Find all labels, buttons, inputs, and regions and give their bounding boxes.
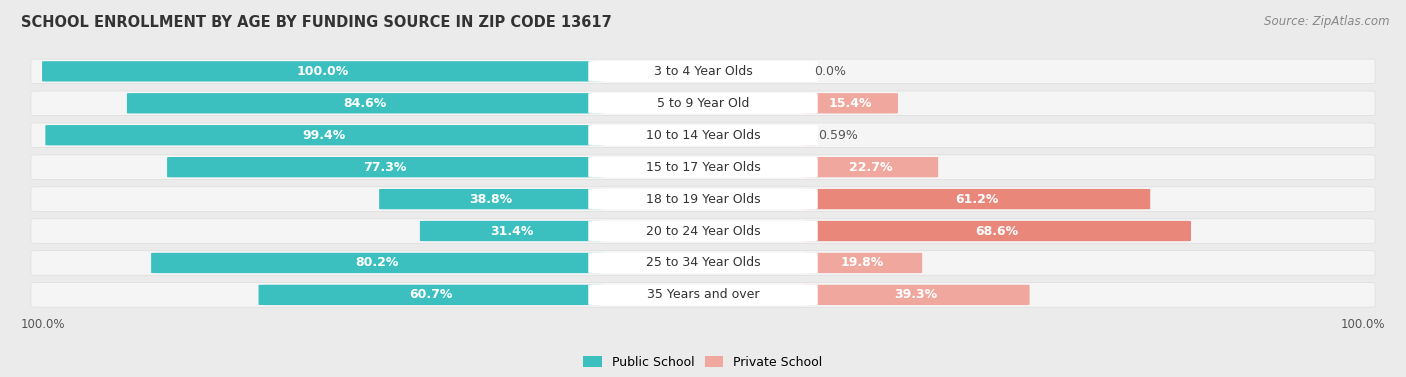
Text: 84.6%: 84.6% <box>343 97 387 110</box>
Text: 25 to 34 Year Olds: 25 to 34 Year Olds <box>645 256 761 270</box>
FancyBboxPatch shape <box>259 285 603 305</box>
FancyBboxPatch shape <box>167 157 603 177</box>
FancyBboxPatch shape <box>588 189 818 210</box>
FancyBboxPatch shape <box>803 125 817 146</box>
Text: 10 to 14 Year Olds: 10 to 14 Year Olds <box>645 129 761 142</box>
FancyBboxPatch shape <box>588 253 818 273</box>
Text: SCHOOL ENROLLMENT BY AGE BY FUNDING SOURCE IN ZIP CODE 13617: SCHOOL ENROLLMENT BY AGE BY FUNDING SOUR… <box>21 15 612 30</box>
FancyBboxPatch shape <box>588 125 818 146</box>
Text: 0.59%: 0.59% <box>818 129 858 142</box>
FancyBboxPatch shape <box>45 125 603 146</box>
Text: 61.2%: 61.2% <box>955 193 998 205</box>
FancyBboxPatch shape <box>803 285 1029 305</box>
FancyBboxPatch shape <box>31 283 1375 307</box>
FancyBboxPatch shape <box>803 253 922 273</box>
Text: 99.4%: 99.4% <box>302 129 346 142</box>
Text: 5 to 9 Year Old: 5 to 9 Year Old <box>657 97 749 110</box>
Text: 22.7%: 22.7% <box>849 161 893 174</box>
Text: 80.2%: 80.2% <box>356 256 399 270</box>
FancyBboxPatch shape <box>31 219 1375 243</box>
Text: 15 to 17 Year Olds: 15 to 17 Year Olds <box>645 161 761 174</box>
FancyBboxPatch shape <box>31 155 1375 179</box>
FancyBboxPatch shape <box>588 93 818 114</box>
Text: 20 to 24 Year Olds: 20 to 24 Year Olds <box>645 225 761 238</box>
Text: 0.0%: 0.0% <box>814 65 846 78</box>
Text: 77.3%: 77.3% <box>364 161 406 174</box>
FancyBboxPatch shape <box>31 59 1375 84</box>
Text: 19.8%: 19.8% <box>841 256 884 270</box>
Text: Source: ZipAtlas.com: Source: ZipAtlas.com <box>1264 15 1389 28</box>
FancyBboxPatch shape <box>803 157 938 177</box>
FancyBboxPatch shape <box>803 189 1150 209</box>
FancyBboxPatch shape <box>803 93 898 113</box>
Text: 39.3%: 39.3% <box>894 288 938 301</box>
FancyBboxPatch shape <box>42 61 603 81</box>
FancyBboxPatch shape <box>588 285 818 305</box>
Text: 31.4%: 31.4% <box>489 225 533 238</box>
FancyBboxPatch shape <box>31 91 1375 116</box>
Text: 38.8%: 38.8% <box>470 193 513 205</box>
Text: 15.4%: 15.4% <box>828 97 872 110</box>
Text: 35 Years and over: 35 Years and over <box>647 288 759 301</box>
FancyBboxPatch shape <box>588 157 818 178</box>
Text: 100.0%: 100.0% <box>21 318 66 331</box>
Text: 100.0%: 100.0% <box>297 65 349 78</box>
FancyBboxPatch shape <box>803 221 1191 241</box>
FancyBboxPatch shape <box>31 123 1375 147</box>
FancyBboxPatch shape <box>127 93 603 113</box>
FancyBboxPatch shape <box>588 61 818 82</box>
Text: 68.6%: 68.6% <box>976 225 1018 238</box>
FancyBboxPatch shape <box>420 221 603 241</box>
FancyBboxPatch shape <box>588 221 818 241</box>
Text: 18 to 19 Year Olds: 18 to 19 Year Olds <box>645 193 761 205</box>
Text: 3 to 4 Year Olds: 3 to 4 Year Olds <box>654 65 752 78</box>
Text: 100.0%: 100.0% <box>1340 318 1385 331</box>
FancyBboxPatch shape <box>31 187 1375 211</box>
Legend: Public School, Private School: Public School, Private School <box>578 351 828 374</box>
Text: 60.7%: 60.7% <box>409 288 453 301</box>
FancyBboxPatch shape <box>150 253 603 273</box>
FancyBboxPatch shape <box>380 189 603 209</box>
FancyBboxPatch shape <box>31 251 1375 275</box>
